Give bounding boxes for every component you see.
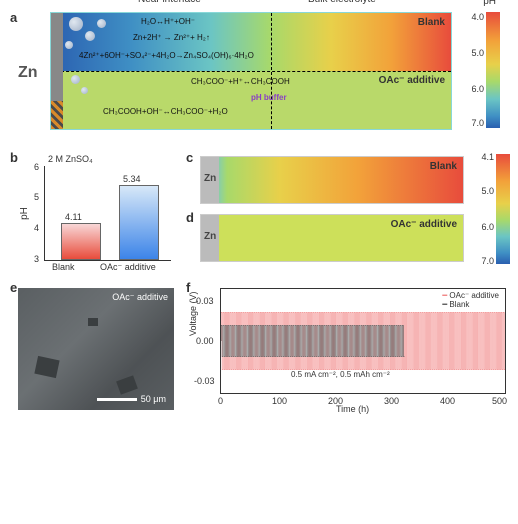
ytick: -0.03 [194, 376, 215, 386]
ph-title: pH [483, 0, 496, 7]
cbar-tick: 7.0 [481, 256, 494, 266]
equation-2: Zn+2H⁺ → Zn²⁺+ H₂↑ [133, 33, 210, 42]
bubble [97, 19, 106, 28]
scale-text: 50 μm [141, 394, 166, 404]
equation-5: CH₃COOH+OH⁻↔CH₃COO⁻+H₂O [103, 107, 228, 116]
sem-image: OAc⁻ additive 50 μm [18, 288, 174, 410]
additive-tag: OAc⁻ additive [391, 219, 457, 230]
cbar-tick: 4.0 [471, 12, 484, 22]
cbar-tick: 7.0 [471, 118, 484, 128]
panel-e-sem: e OAc⁻ additive 50 μm [8, 282, 178, 414]
legend-oac: OAc⁻ additive [449, 291, 499, 300]
cbar-tick: 6.0 [471, 84, 484, 94]
xtick: Blank [52, 262, 75, 272]
ytick: 5 [34, 192, 39, 202]
panel-f-cycling: f ━ OAc⁻ additive ━ Blank 0.5 mA cm⁻², 0… [186, 282, 510, 414]
plot-area: 4.11 5.34 [44, 166, 171, 261]
zn-electrode-top [51, 13, 63, 71]
scale-bar: 50 μm [97, 394, 166, 404]
bubble [65, 41, 73, 49]
bubble [81, 87, 88, 94]
header-bulk-electrolyte: Bulk electrolyte [308, 0, 376, 5]
schematic-box: H₂O↔H⁺+OH⁻ Zn+2H⁺ → Zn²⁺+ H₂↑ 4Zn²⁺+6OH⁻… [50, 12, 452, 130]
equation-3: 4Zn²⁺+6OH⁻+SO₄²⁻+4H₂O→Zn₄SO₄(OH)₆·4H₂O [79, 51, 254, 60]
xtick: OAc⁻ additive [100, 262, 156, 273]
ytick: 4 [34, 223, 39, 233]
ytick: 0.03 [196, 296, 214, 306]
bar-blank [61, 223, 101, 260]
cbar-tick: 5.0 [481, 186, 494, 196]
panel-cd-heatmaps: c Zn Blank d Zn OAc⁻ additive 4.1 5.0 6.… [186, 152, 510, 272]
divider-vertical [271, 13, 272, 129]
sem-tag: OAc⁻ additive [112, 292, 168, 303]
panel-a-label: a [10, 10, 17, 25]
panel-b-label: b [10, 150, 18, 165]
bubble [71, 75, 80, 84]
blank-region [51, 13, 451, 71]
equation-1: H₂O↔H⁺+OH⁻ [141, 17, 195, 26]
sem-flake [88, 318, 98, 326]
panel-a-schematic: a Near interface Bulk electrolyte pH H₂O… [8, 8, 510, 138]
xtick: 100 [272, 396, 287, 406]
xtick: 200 [328, 396, 343, 406]
equation-4: CH₃COO⁻+H⁺↔CH₃COOH [191, 77, 290, 86]
xtick: 0 [218, 396, 223, 406]
y-axis-label: pH [19, 207, 30, 220]
zn-text: Zn [204, 231, 216, 242]
ytick: 6 [34, 162, 39, 172]
plot-area: ━ OAc⁻ additive ━ Blank 0.5 mA cm⁻², 0.5… [220, 288, 506, 394]
legend-blank: Blank [449, 300, 469, 309]
bar-additive [119, 185, 159, 260]
xtick: 300 [384, 396, 399, 406]
additive-tag: OAc⁻ additive [379, 75, 445, 86]
chart-title: 2 M ZnSO₄ [48, 154, 93, 164]
condition-text: 0.5 mA cm⁻², 0.5 mAh cm⁻² [291, 370, 390, 379]
zn-text: Zn [204, 173, 216, 184]
panel-c-label: c [186, 150, 193, 165]
ytick: 0.00 [196, 336, 214, 346]
ytick: 3 [34, 254, 39, 264]
panel-d-label: d [186, 210, 194, 225]
cbar-tick: 5.0 [471, 48, 484, 58]
blank-tag: Blank [430, 161, 457, 172]
legend: ━ OAc⁻ additive ━ Blank [442, 291, 499, 309]
blank-tag: Blank [418, 17, 445, 28]
heatmap-additive: Zn OAc⁻ additive [200, 214, 464, 262]
cbar-tick: 4.1 [481, 152, 494, 162]
bar-value-blank: 4.11 [65, 212, 82, 222]
ph-buffer-label: pH buffer [251, 93, 287, 102]
sem-flake [116, 375, 138, 394]
protective-layer [51, 101, 63, 129]
divider-horizontal [51, 71, 451, 72]
sem-flake [34, 356, 59, 378]
bar-value-additive: 5.34 [123, 174, 141, 184]
panel-e-label: e [10, 280, 17, 295]
zn-label: Zn [18, 64, 38, 82]
cbar-tick: 6.0 [481, 222, 494, 232]
colorbar-a [486, 12, 500, 128]
xtick: 400 [440, 396, 455, 406]
colorbar-cd [496, 154, 510, 264]
header-near-interface: Near interface [138, 0, 201, 5]
panel-b-barchart: b 2 M ZnSO₄ pH 4.11 5.34 3 4 5 6 Blank O… [8, 152, 178, 272]
bubble [85, 31, 95, 41]
bubble [69, 17, 83, 31]
heatmap-blank: Zn Blank [200, 156, 464, 204]
xtick: 500 [492, 396, 507, 406]
